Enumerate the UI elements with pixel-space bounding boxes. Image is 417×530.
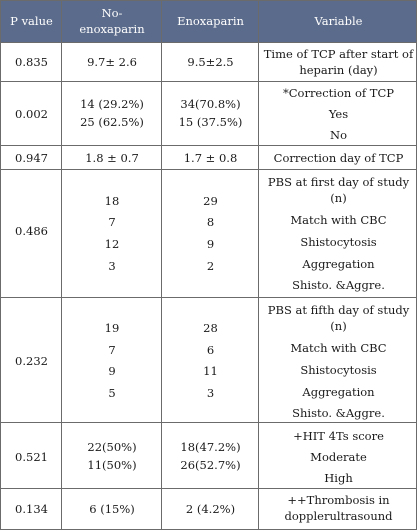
variable-cell: Match with CBC (290, 213, 387, 227)
variable-cell: Correction day of TCP (273, 151, 404, 165)
enoxaparin-cell: 11 (203, 364, 218, 378)
enoxaparin-cell: 15 (37.5%) (178, 115, 243, 129)
header-variable: Variable (314, 14, 363, 28)
variable-cell: dopplerultrasound (284, 509, 393, 523)
variable-cell: heparin (day) (299, 63, 378, 77)
table-row: 0.835 9.7± 2.6 9.5±2.5 Time of TCP after… (0, 42, 417, 81)
no-enoxaparin-cell: 3 (108, 259, 116, 273)
variable-cell: Time of TCP after start of (263, 47, 414, 61)
variable-cell: Match with CBC (290, 341, 387, 355)
enoxaparin-cell: 34(70.8%) (180, 97, 241, 111)
no-enoxaparin-cell: 25 (62.5%) (80, 115, 144, 129)
header-p-value: P value (10, 14, 53, 28)
p-value-cell: 0.232 (15, 354, 48, 368)
variable-cell: ++Thrombosis in (287, 493, 390, 507)
enoxaparin-cell: 29 (203, 194, 218, 208)
p-value-cell: 0.947 (15, 151, 48, 165)
enoxaparin-cell: 6 (206, 343, 215, 357)
enoxaparin-cell: 26(52.7%) (180, 458, 241, 472)
variable-cell: Aggregation (302, 257, 375, 271)
header-no-enoxaparin-line2: enoxaparin (79, 22, 145, 36)
enoxaparin-cell: 2 (4.2%) (185, 502, 236, 516)
variable-cell: PBS at first day of study (267, 175, 410, 189)
enoxaparin-cell: 9 (206, 237, 215, 251)
enoxaparin-cell: 28 (203, 321, 218, 335)
variable-cell: Shistocytosis (300, 235, 377, 249)
table-row: 0.947 1.8 ± 0.7 1.7 ± 0.8 Correction day… (0, 145, 417, 169)
p-value-cell: 0.134 (15, 502, 48, 516)
enoxaparin-cell: 9.5±2.5 (187, 55, 234, 69)
p-value-cell: 0.002 (15, 107, 48, 121)
enoxaparin-cell: 3 (206, 386, 215, 400)
no-enoxaparin-cell: 9.7± 2.6 (87, 55, 137, 69)
table-row: 0.002 14 (29.2%) 25 (62.5%) 34(70.8%) 15… (0, 81, 417, 145)
variable-cell: Shisto. &Aggre. (292, 278, 385, 292)
variable-cell: Aggregation (302, 385, 375, 399)
table-header-row: P value No- enoxaparin Enoxaparin Variab… (0, 0, 417, 42)
table-row: 0.486 18 7 12 3 29 8 9 2 PBS at first da… (0, 169, 417, 297)
enoxaparin-cell: 1.7 ± 0.8 (183, 151, 238, 165)
no-enoxaparin-cell: 18 (104, 194, 120, 208)
no-enoxaparin-cell: 5 (108, 386, 116, 400)
variable-cell: Shisto. &Aggre. (292, 406, 385, 420)
variable-cell: PBS at fifth day of study (267, 303, 410, 317)
no-enoxaparin-cell: 22(50%) (87, 440, 137, 454)
no-enoxaparin-cell: 9 (108, 364, 116, 378)
variable-cell: Yes (328, 107, 349, 121)
no-enoxaparin-cell: 1.8 ± 0.7 (85, 151, 139, 165)
variable-cell: (n) (330, 191, 347, 205)
p-value-cell: 0.486 (15, 224, 48, 238)
variable-cell: High (324, 471, 353, 485)
enoxaparin-cell: 2 (206, 259, 215, 273)
enoxaparin-cell: 18(47.2%) (180, 440, 241, 454)
variable-cell: *Correction of TCP (282, 86, 395, 100)
variable-cell: Shistocytosis (300, 363, 377, 377)
no-enoxaparin-cell: 7 (108, 343, 116, 357)
variable-cell: No (330, 128, 347, 142)
no-enoxaparin-cell: 12 (104, 237, 120, 251)
variable-cell: Moderate (310, 450, 367, 464)
header-no-enoxaparin-line1: No- (101, 6, 123, 20)
variable-cell: (n) (330, 319, 347, 333)
p-value-cell: 0.835 (15, 55, 48, 69)
no-enoxaparin-cell: 14 (29.2%) (80, 97, 144, 111)
enoxaparin-cell: 8 (206, 215, 215, 229)
p-value-cell: 0.521 (15, 450, 48, 464)
header-enoxaparin: Enoxaparin (177, 14, 244, 28)
table-row: 0.521 22(50%) 11(50%) 18(47.2%) 26(52.7%… (0, 422, 417, 488)
table-row: 0.232 19 7 9 5 28 6 11 3 PBS at fifth da… (0, 297, 417, 422)
no-enoxaparin-cell: 6 (15%) (89, 502, 135, 516)
no-enoxaparin-cell: 11(50%) (87, 458, 137, 472)
variable-cell: +HIT 4Ts score (293, 429, 384, 443)
table-row: 0.134 6 (15%) 2 (4.2%) ++Thrombosis in d… (0, 488, 417, 530)
no-enoxaparin-cell: 19 (104, 321, 120, 335)
no-enoxaparin-cell: 7 (108, 215, 116, 229)
